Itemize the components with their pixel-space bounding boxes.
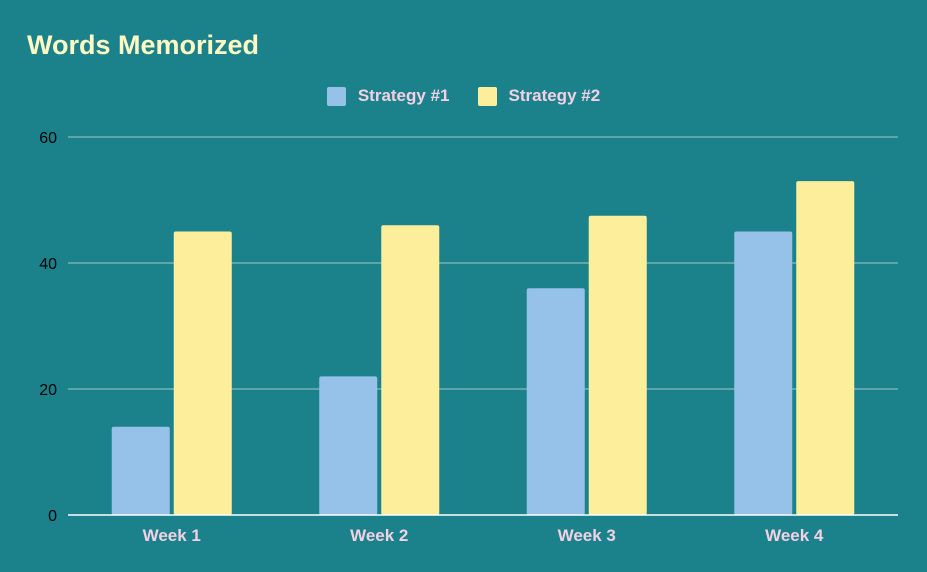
legend: Strategy #1 Strategy #2 — [0, 86, 927, 106]
y-tick-label: 20 — [39, 382, 57, 399]
legend-swatch-strategy-2 — [477, 86, 497, 106]
chart-title: Words Memorized — [27, 30, 260, 60]
bar-strategy-1-week-4[interactable] — [734, 231, 793, 516]
bar-strategy-2-week-1[interactable] — [173, 231, 232, 516]
bar-strategy-1-week-3[interactable] — [526, 288, 585, 515]
legend-swatch-strategy-1 — [326, 86, 346, 106]
bar-strategy-2-week-2[interactable] — [381, 225, 440, 515]
legend-item-strategy-2[interactable]: Strategy #2 — [477, 86, 601, 106]
legend-label-strategy-1: Strategy #1 — [357, 86, 450, 105]
y-tick-label: 0 — [48, 508, 57, 525]
y-tick-label: 60 — [39, 130, 57, 147]
x-tick-label: Week 1 — [143, 526, 201, 545]
x-tick-label: Week 2 — [350, 526, 408, 545]
bar-strategy-2-week-4[interactable] — [796, 181, 855, 515]
y-tick-label: 40 — [39, 256, 57, 273]
legend-item-strategy-1[interactable]: Strategy #1 — [326, 86, 450, 106]
x-tick-label: Week 4 — [765, 526, 824, 545]
bar-strategy-1-week-1[interactable] — [111, 426, 170, 515]
legend-label-strategy-2: Strategy #2 — [508, 86, 601, 105]
bar-strategy-2-week-3[interactable] — [588, 215, 647, 515]
x-tick-label: Week 3 — [558, 526, 616, 545]
bar-strategy-1-week-2[interactable] — [319, 376, 378, 515]
